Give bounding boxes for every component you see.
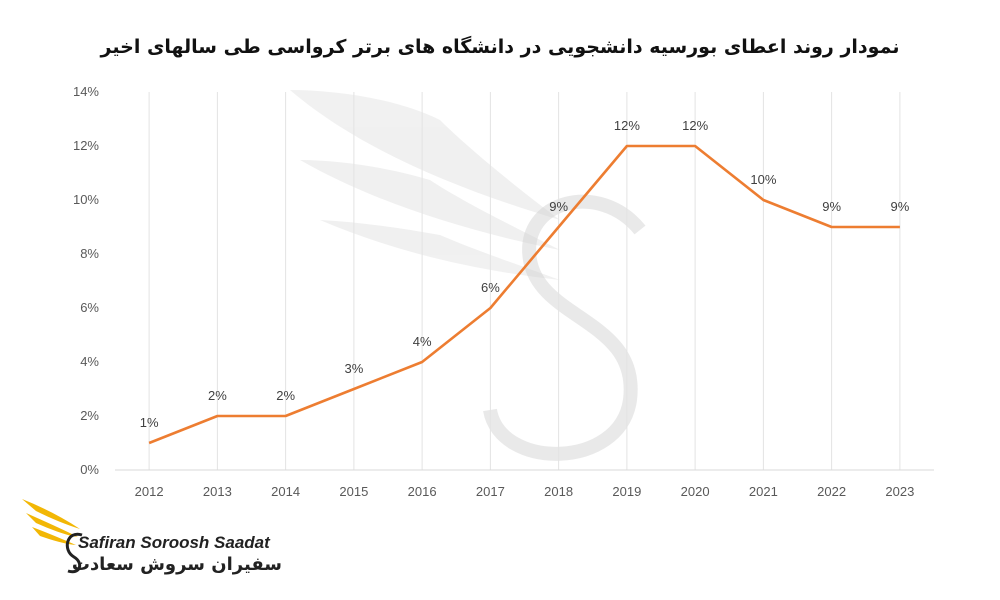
y-axis-ticks: 0% 2% 4% 6% 8% 10% 12% 14% bbox=[73, 84, 99, 477]
y-tick-label: 12% bbox=[73, 138, 99, 153]
y-tick-label: 6% bbox=[80, 300, 99, 315]
watermark-s bbox=[483, 194, 646, 461]
wing-icon bbox=[22, 499, 83, 574]
grid-lines bbox=[148, 92, 901, 470]
x-axis-ticks: 2012 2013 2014 2015 2016 2017 2018 2019 2020 2021… bbox=[135, 484, 915, 499]
x-tick-label: 2015 bbox=[339, 484, 368, 499]
x-tick-label: 2020 bbox=[681, 484, 710, 499]
x-tick-label: 2022 bbox=[817, 484, 846, 499]
series-line bbox=[148, 144, 900, 445]
brand-name-en: Safiran Soroosh Saadat bbox=[78, 533, 270, 552]
x-tick-label: 2018 bbox=[544, 484, 573, 499]
data-label: 3% bbox=[344, 361, 363, 376]
watermark-logo bbox=[290, 90, 560, 280]
data-label: 1% bbox=[140, 415, 159, 430]
chart-title: نمودار روند اعطای بورسیه دانشجویی در دان… bbox=[100, 36, 900, 58]
y-tick-label: 14% bbox=[73, 84, 99, 99]
data-label: 9% bbox=[890, 199, 909, 214]
brand-logo bbox=[22, 499, 83, 574]
data-label: 12% bbox=[614, 118, 640, 133]
x-tick-label: 2013 bbox=[203, 484, 232, 499]
data-label: 10% bbox=[750, 172, 776, 187]
data-label: 2% bbox=[208, 388, 227, 403]
y-tick-label: 0% bbox=[80, 462, 99, 477]
x-tick-label: 2017 bbox=[476, 484, 505, 499]
x-tick-label: 2016 bbox=[408, 484, 437, 499]
x-tick-label: 2021 bbox=[749, 484, 778, 499]
data-label: 9% bbox=[549, 199, 568, 214]
x-tick-label: 2012 bbox=[135, 484, 164, 499]
y-tick-label: 2% bbox=[80, 408, 99, 423]
data-label: 4% bbox=[413, 334, 432, 349]
data-label: 6% bbox=[481, 280, 500, 295]
x-tick-label: 2023 bbox=[885, 484, 914, 499]
data-labels: 1% 2% 2% 3% 4% 6% 9% 12% 12% 10% 9% 9% bbox=[140, 118, 910, 430]
x-tick-label: 2014 bbox=[271, 484, 300, 499]
y-tick-label: 10% bbox=[73, 192, 99, 207]
data-label: 9% bbox=[822, 199, 841, 214]
y-tick-label: 4% bbox=[80, 354, 99, 369]
y-tick-label: 8% bbox=[80, 246, 99, 261]
data-label: 2% bbox=[276, 388, 295, 403]
x-tick-label: 2019 bbox=[612, 484, 641, 499]
data-label: 12% bbox=[682, 118, 708, 133]
brand-name-fa: سفیران سروش سعادت bbox=[71, 554, 282, 575]
